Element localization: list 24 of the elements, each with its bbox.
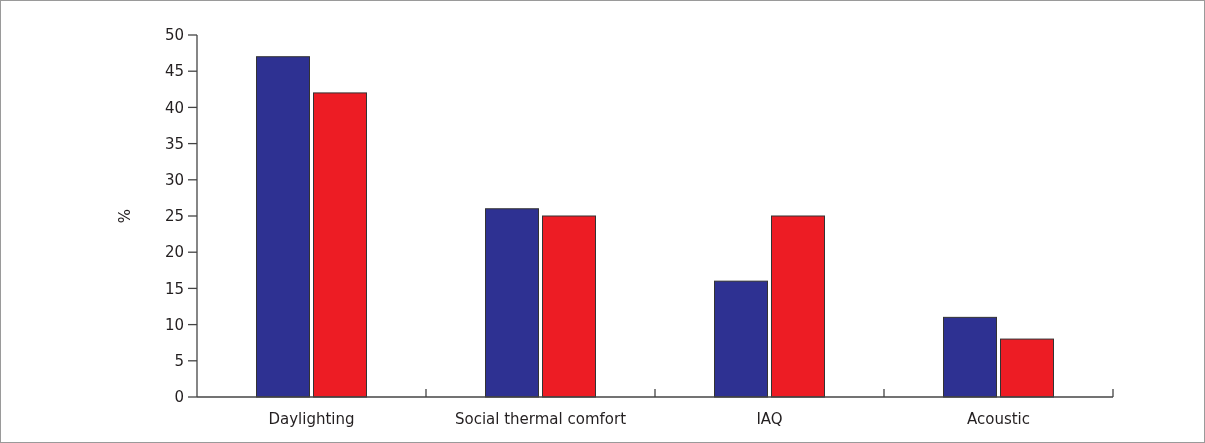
y-tick-label: 0: [174, 388, 184, 407]
bar: [256, 56, 310, 398]
bar: [542, 215, 596, 398]
y-tick-label: 20: [164, 243, 184, 262]
y-tick-label: 10: [164, 315, 184, 334]
x-tick-label: IAQ: [756, 410, 783, 428]
bar: [485, 208, 539, 398]
y-tick-label: 40: [164, 98, 184, 117]
bar: [943, 316, 997, 398]
bar: [771, 215, 825, 398]
y-tick-label: 15: [164, 279, 184, 298]
bar: [714, 280, 768, 398]
x-tick-label: Social thermal comfort: [454, 410, 627, 428]
x-tick-label: Acoustic: [966, 410, 1031, 428]
y-tick-label: 25: [164, 207, 184, 226]
y-tick-label: 30: [164, 171, 184, 190]
bar: [1000, 338, 1054, 398]
bar: [313, 92, 367, 398]
y-axis-title: %: [116, 208, 134, 224]
x-tick-label: Daylighting: [268, 410, 355, 428]
y-tick-label: 50: [164, 26, 184, 45]
y-tick-label: 35: [164, 134, 184, 153]
y-tick-label: 5: [174, 352, 184, 371]
y-tick-label: 45: [164, 62, 184, 81]
